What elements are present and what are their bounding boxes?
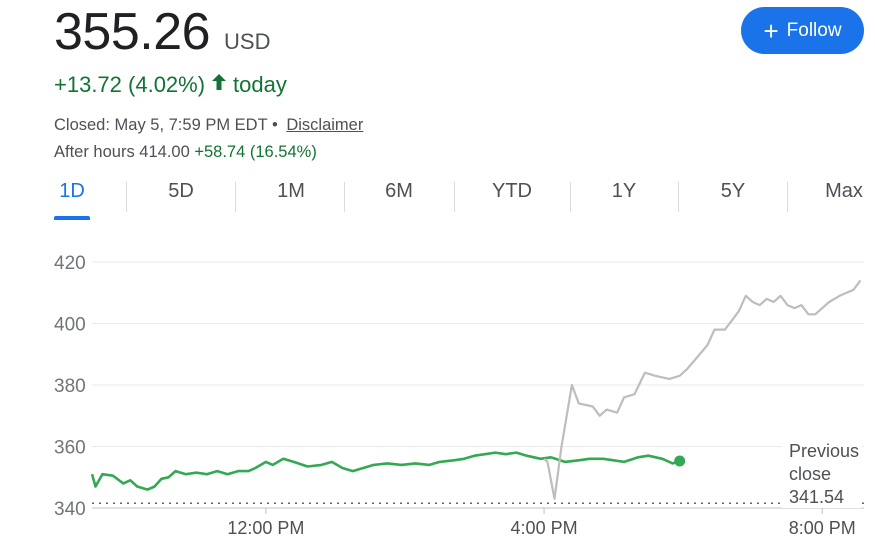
- tab-divider: [344, 182, 345, 212]
- arrow-up-icon: [211, 73, 227, 97]
- tab-label: 1D: [59, 180, 85, 202]
- tab-label: 1Y: [611, 180, 637, 202]
- tab-1d[interactable]: 1D: [54, 180, 90, 220]
- plus-icon: +: [763, 15, 779, 46]
- y-tick-label: 360: [54, 438, 86, 459]
- after-hours-change: +58.74 (16.54%): [194, 143, 317, 161]
- closed-label: Closed: May 5, 7:59 PM EDT •: [54, 116, 278, 134]
- tab-5d[interactable]: 5D: [158, 180, 204, 214]
- regular-session-line: [90, 451, 681, 491]
- previous-close-label: close: [789, 464, 831, 484]
- x-tick-label: 4:00 PM: [511, 518, 578, 538]
- previous-close-label: 341.54: [789, 487, 844, 507]
- after-hours-quote: After hours 414.00 +58.74 (16.54%): [54, 143, 317, 162]
- currency-label: USD: [224, 29, 271, 54]
- price-header: 355.26 USD: [54, 2, 271, 62]
- change-suffix: today: [233, 72, 287, 97]
- tab-label: Max: [825, 180, 863, 202]
- tab-label: 1M: [277, 180, 305, 202]
- y-tick-label: 420: [54, 253, 86, 274]
- tab-divider: [787, 182, 788, 212]
- tab-divider: [454, 182, 455, 212]
- tab-divider: [126, 182, 127, 212]
- tab-label: YTD: [492, 180, 532, 202]
- tab-5y[interactable]: 5Y: [711, 180, 755, 214]
- disclaimer-link[interactable]: Disclaimer: [286, 116, 364, 134]
- after-hours-label: After hours 414.00: [54, 143, 190, 161]
- active-tab-indicator: [54, 216, 90, 220]
- price-change: +13.72 (4.02%) today: [54, 72, 287, 98]
- y-tick-label: 380: [54, 376, 86, 397]
- tab-divider: [678, 182, 679, 212]
- tab-label: 5D: [168, 180, 194, 202]
- current-price: 355.26: [54, 3, 211, 61]
- close-point-marker: [674, 455, 686, 467]
- range-tabs: 1D 5D 1M 6M YTD 1Y 5Y Max: [0, 180, 875, 220]
- x-tick-label: 8:00 PM: [789, 518, 856, 538]
- x-tick-label: 12:00 PM: [227, 518, 304, 538]
- previous-close-label-bg: [782, 436, 862, 508]
- tab-6m[interactable]: 6M: [376, 180, 422, 214]
- previous-close-label: Previous: [789, 441, 859, 461]
- after_hours-session-line: [543, 279, 862, 500]
- y-tick-label: 400: [54, 315, 86, 336]
- tab-1y[interactable]: 1Y: [602, 180, 646, 214]
- tab-label: 5Y: [720, 180, 746, 202]
- tab-divider: [570, 182, 571, 212]
- follow-button[interactable]: + Follow: [741, 7, 864, 54]
- change-value: +13.72 (4.02%): [54, 72, 206, 97]
- tab-max[interactable]: Max: [818, 180, 870, 214]
- y-tick-label: 340: [54, 499, 86, 520]
- tab-label: 6M: [385, 180, 413, 202]
- follow-button-label: Follow: [786, 19, 842, 41]
- tab-ytd[interactable]: YTD: [486, 180, 538, 214]
- tab-divider: [235, 182, 236, 212]
- tab-1m[interactable]: 1M: [268, 180, 314, 214]
- market-status: Closed: May 5, 7:59 PM EDT • Disclaimer: [54, 116, 363, 135]
